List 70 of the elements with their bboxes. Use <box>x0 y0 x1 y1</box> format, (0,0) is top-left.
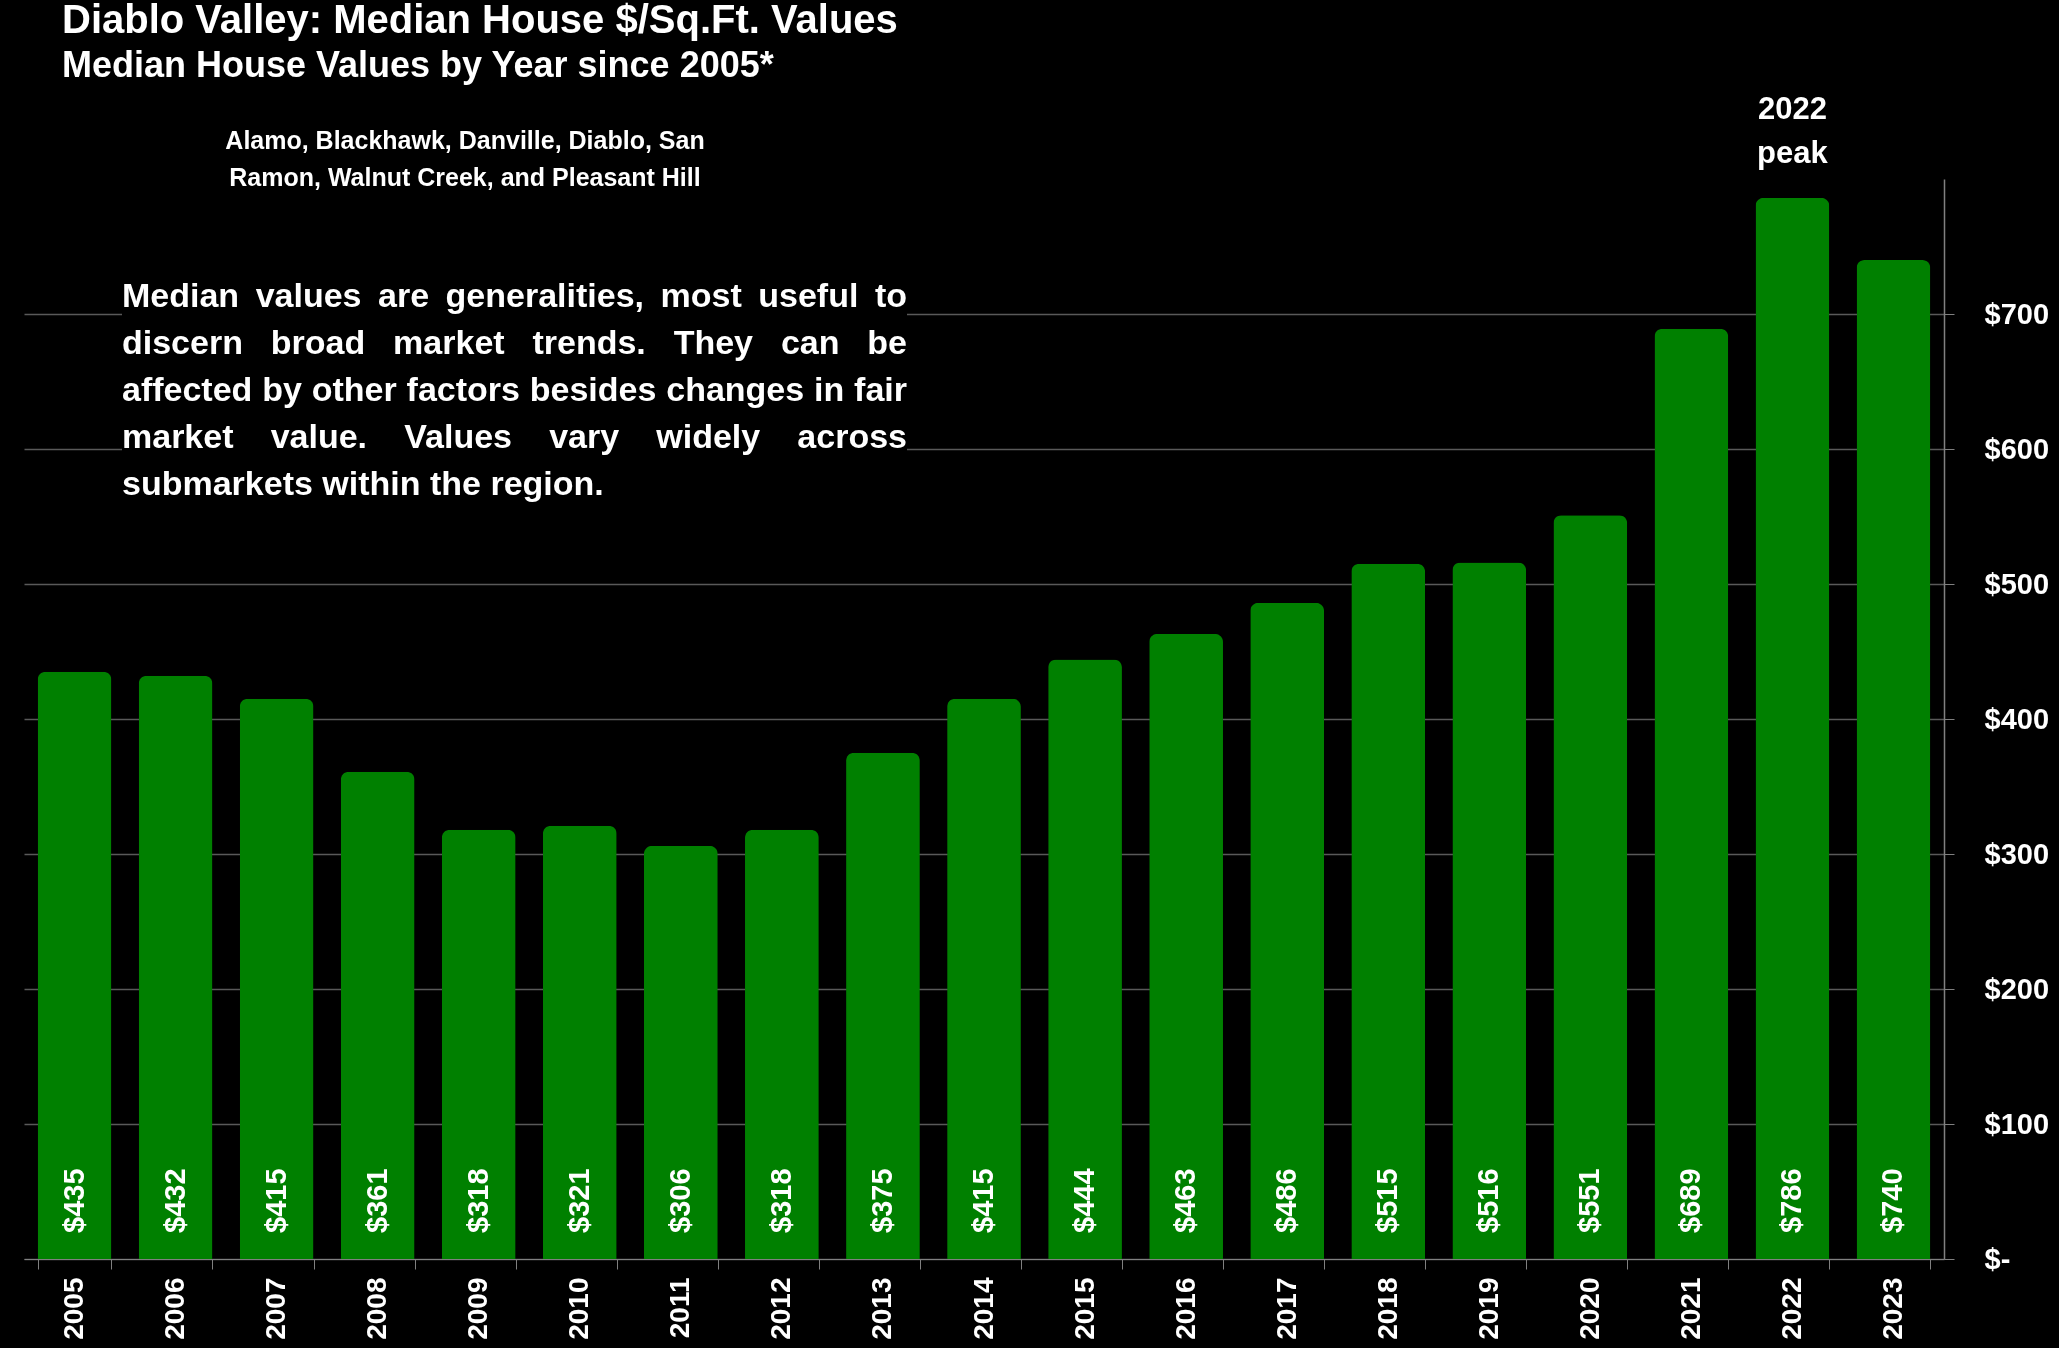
y-tick-label: $200 <box>1984 972 2050 1005</box>
chart-subtitle: Median House Values by Year since 2005* <box>62 43 774 85</box>
data-label: $415 <box>259 1168 292 1233</box>
data-label: $318 <box>461 1168 494 1233</box>
bar <box>138 675 213 1259</box>
x-tick-label: 2008 <box>361 1277 393 1340</box>
bar <box>37 671 112 1259</box>
x-tick-label: 2022 <box>1775 1277 1807 1340</box>
annotation: 2022 peak <box>1757 90 1829 170</box>
annotation: Median values are generalities, most useful to discern broad market trends. They can be affected by other factors besides changes in fair market value. Values vary widely across submarkets within the region. <box>122 272 907 507</box>
x-tick-label: 2006 <box>159 1277 191 1340</box>
data-label: $786 <box>1775 1168 1808 1233</box>
x-tick-label: 2011 <box>664 1277 696 1339</box>
x-tick-label: 2018 <box>1371 1277 1403 1340</box>
x-tick-label: 2016 <box>1169 1277 1201 1340</box>
bar <box>947 698 1021 1259</box>
data-label: $375 <box>865 1168 898 1233</box>
bar <box>1452 562 1527 1259</box>
data-label: $486 <box>1270 1168 1303 1233</box>
bar <box>1654 328 1729 1259</box>
x-tick-label: 2009 <box>462 1277 494 1340</box>
y-tick-label: $- <box>1984 1242 2011 1275</box>
data-label: $516 <box>1472 1168 1505 1233</box>
x-tick-label: 2015 <box>1068 1277 1100 1340</box>
y-tick-label: $500 <box>1984 567 2050 600</box>
data-label: $463 <box>1169 1168 1202 1233</box>
bar <box>1755 197 1830 1259</box>
x-tick-label: 2021 <box>1674 1277 1706 1340</box>
bar <box>1856 260 1931 1259</box>
y-tick-label: $700 <box>1984 297 2050 330</box>
bar <box>1048 659 1122 1259</box>
x-tick-label: 2005 <box>58 1277 90 1340</box>
y-tick-label: $400 <box>1984 702 2050 735</box>
y-tick-label: $300 <box>1984 837 2050 870</box>
bar <box>1553 515 1628 1259</box>
data-label: $740 <box>1876 1168 1909 1233</box>
x-tick-label: 2010 <box>563 1277 595 1340</box>
data-label: $689 <box>1674 1168 1707 1233</box>
x-tick-label: 2017 <box>1270 1277 1302 1340</box>
data-label: $435 <box>57 1168 90 1233</box>
x-tick-label: 2007 <box>260 1277 292 1340</box>
bar <box>643 845 718 1259</box>
chart-title: Diablo Valley: Median House $/Sq.Ft. Values <box>62 0 898 41</box>
x-tick-label: 2020 <box>1573 1277 1605 1340</box>
data-label: $415 <box>967 1168 999 1233</box>
data-label: $432 <box>158 1168 191 1233</box>
y-tick-label: $600 <box>1984 432 2050 465</box>
bar <box>441 829 516 1259</box>
bar <box>745 829 819 1259</box>
y-tick-label: $100 <box>1984 1107 2050 1140</box>
bar <box>239 698 314 1259</box>
x-tick-label: 2012 <box>765 1277 797 1340</box>
data-label: $321 <box>562 1168 595 1233</box>
bar <box>340 771 415 1259</box>
data-label: $551 <box>1573 1168 1606 1233</box>
x-tick-label: 2014 <box>967 1277 999 1340</box>
bar <box>846 752 920 1259</box>
data-label: $444 <box>1068 1168 1101 1233</box>
bar <box>542 825 617 1259</box>
data-label: $318 <box>764 1168 797 1233</box>
data-label: $306 <box>663 1168 696 1233</box>
x-tick-label: 2023 <box>1876 1277 1908 1340</box>
data-label: $515 <box>1371 1168 1404 1233</box>
x-tick-label: 2013 <box>866 1277 898 1340</box>
data-label: $361 <box>360 1168 393 1233</box>
bar <box>1250 602 1325 1259</box>
annotation: Alamo, Blackhawk, Danville, Diablo, San Ramon, Walnut Creek, and Pleasant Hill <box>200 122 730 196</box>
bar <box>1351 563 1426 1259</box>
x-tick-label: 2019 <box>1472 1277 1504 1340</box>
bar <box>1149 633 1223 1259</box>
